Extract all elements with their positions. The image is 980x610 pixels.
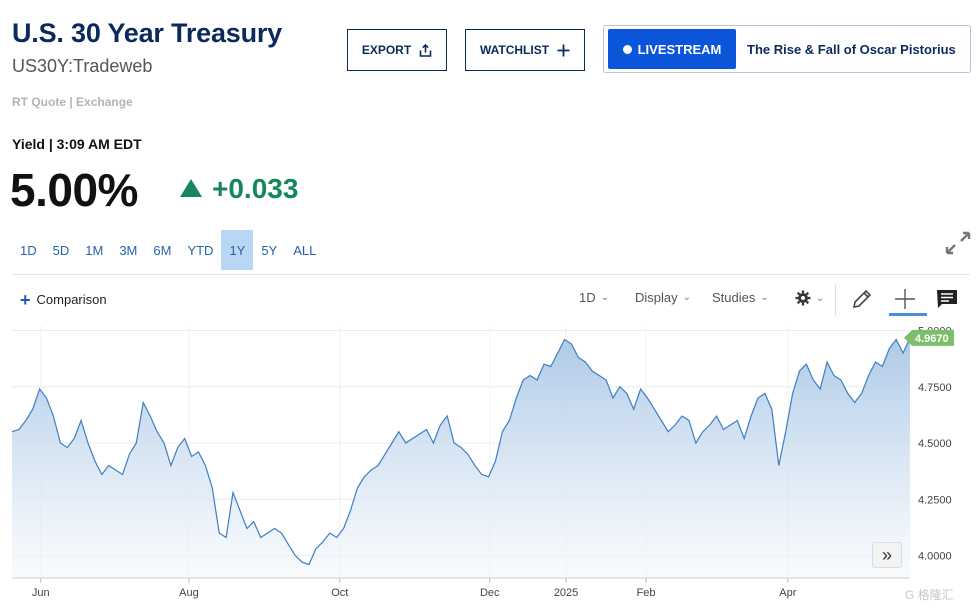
chevron-down-icon: ⌄ — [816, 292, 825, 304]
y-tick-label: 4.5000 — [918, 438, 952, 450]
chevron-down-icon: ⌄ — [600, 292, 610, 303]
x-tick-label: Jun — [32, 587, 50, 599]
settings-dropdown[interactable]: ⌄ — [795, 290, 824, 306]
x-tick-label: Feb — [637, 587, 656, 599]
export-button[interactable]: EXPORT — [347, 29, 447, 71]
studies-label: Studies — [712, 290, 756, 305]
display-dropdown[interactable]: Display ⌄ — [635, 290, 691, 305]
watermark-logo: G 格隆汇 — [905, 588, 954, 602]
share-icon — [419, 43, 432, 57]
pencil-icon[interactable] — [849, 286, 875, 312]
range-5d[interactable]: 5D — [52, 242, 70, 258]
y-tick-label: 4.0000 — [918, 551, 952, 563]
watchlist-button[interactable]: WATCHLIST — [465, 29, 585, 71]
comment-icon[interactable] — [934, 286, 960, 312]
x-tick-label: Dec — [480, 587, 500, 599]
range-6m[interactable]: 6M — [153, 242, 172, 258]
livestream-button[interactable]: LIVESTREAM — [608, 29, 736, 69]
yield-area-fill — [12, 337, 910, 578]
last-price-marker: 4.9670 — [904, 329, 954, 346]
yield-value: 5.00% — [10, 164, 138, 216]
range-1m[interactable]: 1M — [85, 242, 104, 258]
divider — [12, 274, 970, 275]
watchlist-label: WATCHLIST — [479, 43, 550, 57]
x-tick-label: Apr — [779, 587, 796, 599]
chevron-down-icon: ⌄ — [760, 292, 769, 303]
ticker-symbol: US30Y:Tradeweb — [12, 56, 153, 76]
last-price-label: 4.9670 — [915, 333, 949, 345]
x-axis: Jun Aug Oct Dec 2025 Feb Apr — [12, 577, 910, 599]
expand-icon[interactable] — [944, 230, 972, 256]
livestream-title[interactable]: The Rise & Fall of Oscar Pistorius — [747, 41, 956, 57]
display-label: Display — [635, 290, 678, 305]
y-tick-label: 4.7500 — [918, 382, 952, 394]
yield-line — [11, 337, 911, 566]
plus-icon: + — [20, 289, 31, 310]
comparison-button[interactable]: + Comparison — [20, 289, 107, 310]
range-3m[interactable]: 3M — [119, 242, 138, 258]
interval-dropdown[interactable]: 1D ⌄ — [579, 290, 609, 305]
plus-icon — [557, 44, 570, 56]
double-chevron-right-icon[interactable]: » — [872, 542, 902, 568]
live-dot-icon — [622, 44, 632, 54]
range-5y[interactable]: 5Y — [261, 242, 278, 258]
quote-source: RT Quote | Exchange — [12, 95, 133, 109]
gear-icon — [795, 290, 811, 306]
range-1d[interactable]: 1D — [20, 242, 37, 258]
range-ytd[interactable]: YTD — [187, 242, 214, 258]
time-range-selector: 1D 5D 1M 3M 6M YTD 1Y 5Y ALL — [12, 230, 324, 270]
x-tick-label: Oct — [331, 587, 348, 599]
range-1y[interactable]: 1Y — [221, 230, 254, 270]
page-title: U.S. 30 Year Treasury — [12, 18, 282, 48]
yield-timestamp: Yield | 3:09 AM EDT — [12, 136, 142, 152]
export-label: EXPORT — [361, 43, 412, 57]
crosshair-icon[interactable] — [892, 286, 918, 312]
comparison-label: Comparison — [36, 292, 107, 307]
yield-change: +0.033 — [180, 173, 298, 205]
studies-dropdown[interactable]: Studies ⌄ — [712, 290, 769, 305]
livestream-banner[interactable]: LIVESTREAM The Rise & Fall of Oscar Pist… — [603, 25, 971, 73]
livestream-label: LIVESTREAM — [637, 41, 722, 57]
range-all[interactable]: ALL — [293, 242, 317, 258]
chevron-down-icon: ⌄ — [682, 292, 692, 303]
interval-label: 1D — [579, 290, 596, 305]
x-tick-label: 2025 — [554, 587, 578, 599]
x-tick-label: Aug — [179, 587, 199, 599]
change-value: +0.033 — [212, 173, 299, 204]
active-tool-indicator — [889, 313, 927, 316]
toolbar-divider — [835, 284, 836, 316]
y-tick-label: 4.2500 — [918, 494, 952, 506]
last-price-tag — [904, 329, 954, 346]
up-triangle-icon — [180, 179, 202, 197]
